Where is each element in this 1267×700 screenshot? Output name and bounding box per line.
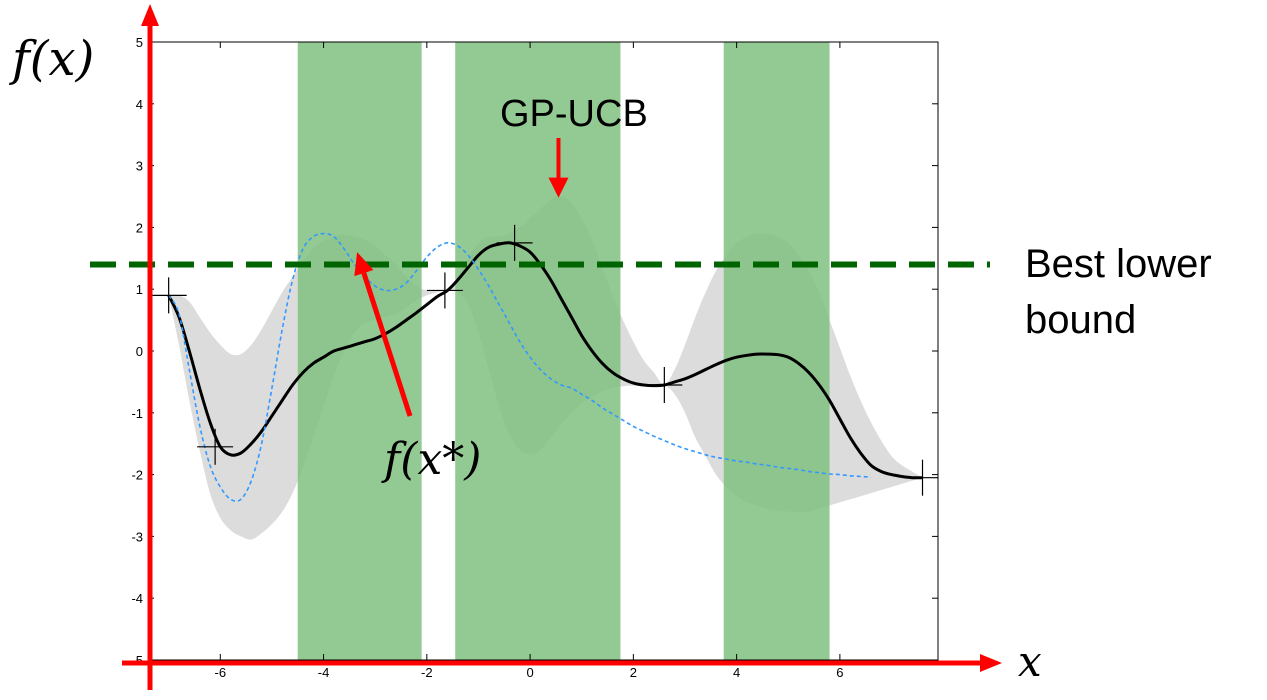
- y-tick-label: 2: [136, 220, 143, 235]
- x-tick-label: 2: [630, 665, 637, 680]
- observation-marker-6: [904, 459, 938, 496]
- optimum-label: f(x*): [381, 434, 481, 485]
- x-tick-label: 0: [526, 665, 533, 680]
- x-tick-label: 6: [836, 665, 843, 680]
- best-lower-bound-label-line1: Best lower: [1025, 242, 1212, 286]
- candidate-region-3: [723, 42, 830, 660]
- gp-ucb-label: GP-UCB: [500, 93, 648, 135]
- y-axis-label: f(x): [9, 31, 94, 87]
- observation-marker-1: [150, 277, 187, 314]
- posterior-mean-line: [167, 241, 923, 480]
- y-tick-label: 3: [136, 159, 143, 174]
- x-tick-label: -6: [215, 665, 227, 680]
- y-tick-label: -1: [131, 406, 143, 421]
- plot-layer: [150, 42, 938, 660]
- y-tick-label: 4: [136, 97, 143, 112]
- observation-marker-2: [197, 428, 234, 465]
- annotation-layer: [90, 4, 1002, 690]
- best-lower-bound-label-line2: bound: [1025, 298, 1136, 342]
- x-tick-label: 4: [733, 665, 740, 680]
- candidate-region-1: [297, 42, 422, 660]
- x-axis-arrowhead: [980, 654, 1002, 672]
- x-tick-label: -4: [318, 665, 330, 680]
- true-function-line: [167, 232, 871, 503]
- optimum-arrowhead: [354, 252, 374, 277]
- observation-marker-5: [646, 366, 683, 403]
- observation-marker-4: [496, 224, 533, 261]
- observation-marker-3: [426, 272, 463, 309]
- y-tick-label: -4: [131, 591, 143, 606]
- gp-ucb-arrowhead: [548, 177, 569, 198]
- y-tick-label: 1: [136, 282, 143, 297]
- x-tick-label: -2: [421, 665, 433, 680]
- x-axis-label: x: [1018, 637, 1042, 686]
- y-axis-arrowhead: [141, 4, 159, 26]
- optimum-arrow-shaft: [361, 272, 413, 417]
- y-tick-label: -2: [131, 468, 143, 483]
- y-tick-label: -3: [131, 529, 143, 544]
- y-tick-label: 5: [136, 35, 143, 50]
- y-tick-label: 0: [136, 344, 143, 359]
